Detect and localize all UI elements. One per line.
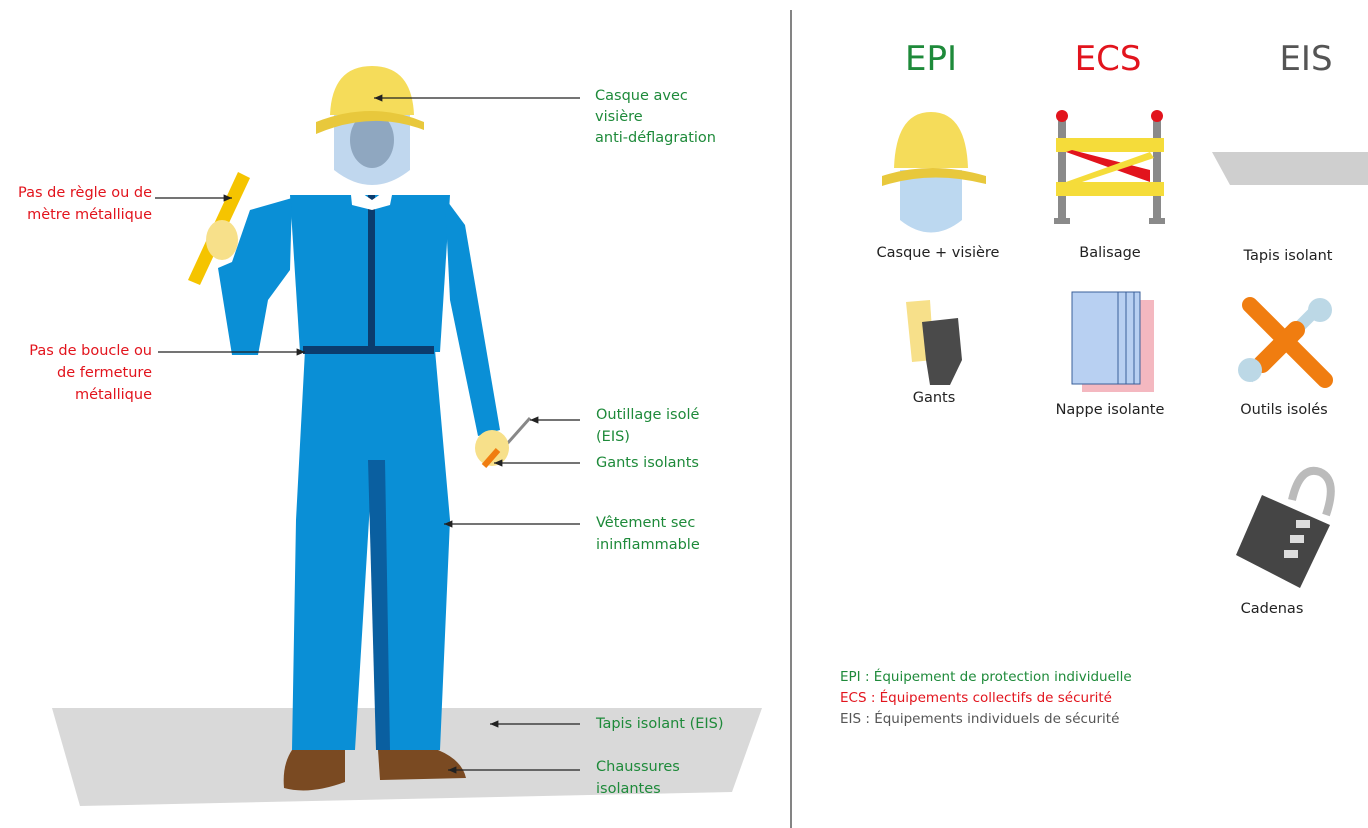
shape: Casque avec [595, 88, 688, 104]
column-heading: EIS [1279, 39, 1332, 79]
shape [1290, 535, 1304, 543]
shape [368, 195, 375, 350]
shape [445, 198, 500, 436]
shape [1236, 495, 1330, 588]
icon-helmet [882, 112, 986, 233]
shape [284, 750, 345, 790]
shape: (EIS) [596, 429, 630, 445]
shape: ininflammable [596, 537, 700, 553]
figure-label: Gants isolants [596, 455, 699, 471]
shape: métallique [75, 387, 152, 403]
shape [1058, 118, 1066, 218]
figure-label: Pas de règle ou de mètre métallique [18, 185, 152, 223]
figure-label: Vêtement sec ininflammable [596, 515, 700, 553]
icon-mat [1212, 152, 1368, 185]
shape [1292, 471, 1331, 515]
shape [1153, 118, 1161, 218]
icon-gloves [906, 300, 962, 385]
column-heading: EPI [905, 39, 957, 79]
item-label: Tapis isolant [1243, 248, 1333, 264]
page: Casque avec visière anti-déflagration Pas … [0, 0, 1368, 828]
legend-entry: EIS : Équipements individuels de sécurit… [840, 710, 1119, 727]
shape [206, 220, 238, 260]
shape [1056, 138, 1164, 152]
shape: Gants isolants [596, 455, 699, 471]
shape: visière [595, 109, 643, 125]
shape [1056, 110, 1068, 122]
shape: Chaussures [596, 759, 680, 775]
shape [1284, 550, 1298, 558]
shape: Outillage isolé [596, 407, 699, 423]
item-label: Outils isolés [1240, 402, 1327, 418]
shape: Vêtement sec [596, 515, 695, 531]
infographic: Casque avec visière anti-déflagration Pas … [0, 0, 1368, 828]
figure-label: Pas de boucle ou de fermeture métallique [29, 343, 152, 403]
shape [1296, 520, 1310, 528]
shape [1072, 292, 1140, 384]
item-label: Cadenas [1241, 601, 1304, 617]
legend-entry: ECS : Équipements collectifs de sécurité [840, 689, 1112, 706]
item-label: Gants [913, 390, 956, 406]
shape [1308, 298, 1332, 322]
icon-tools [1238, 298, 1332, 382]
item-label: Casque + visière [877, 245, 1000, 261]
shape: isolantes [596, 781, 661, 797]
shape [1262, 330, 1296, 364]
figure-label: Casque avec visière anti-déflagration [595, 88, 716, 146]
shape [1149, 218, 1165, 224]
item-label: Balisage [1079, 245, 1141, 261]
shape: Pas de règle ou de [18, 185, 152, 201]
shape [922, 318, 962, 385]
shape [1238, 358, 1262, 382]
shape: Pas de boucle ou [29, 343, 152, 359]
shape: mètre métallique [27, 207, 152, 223]
legend-entry: EPI : Équipement de protection individue… [840, 668, 1132, 685]
shape [1054, 218, 1070, 224]
shape: Tapis isolant (EIS) [595, 716, 724, 732]
shape: anti-déflagration [595, 130, 716, 146]
icon-blanket [1072, 292, 1154, 392]
figure-label: Tapis isolant (EIS) [595, 716, 724, 732]
shape [1066, 150, 1150, 182]
item-label: Nappe isolante [1056, 402, 1165, 418]
shape [894, 112, 968, 168]
figure-label: Outillage isolé (EIS) [596, 407, 699, 445]
worker-illustration [188, 66, 530, 790]
column-heading: ECS [1075, 39, 1142, 79]
shape: de fermeture [57, 365, 152, 381]
shape [1151, 110, 1163, 122]
icon-barrier [1054, 110, 1165, 224]
shape [330, 66, 414, 115]
icon-padlock [1236, 471, 1331, 588]
